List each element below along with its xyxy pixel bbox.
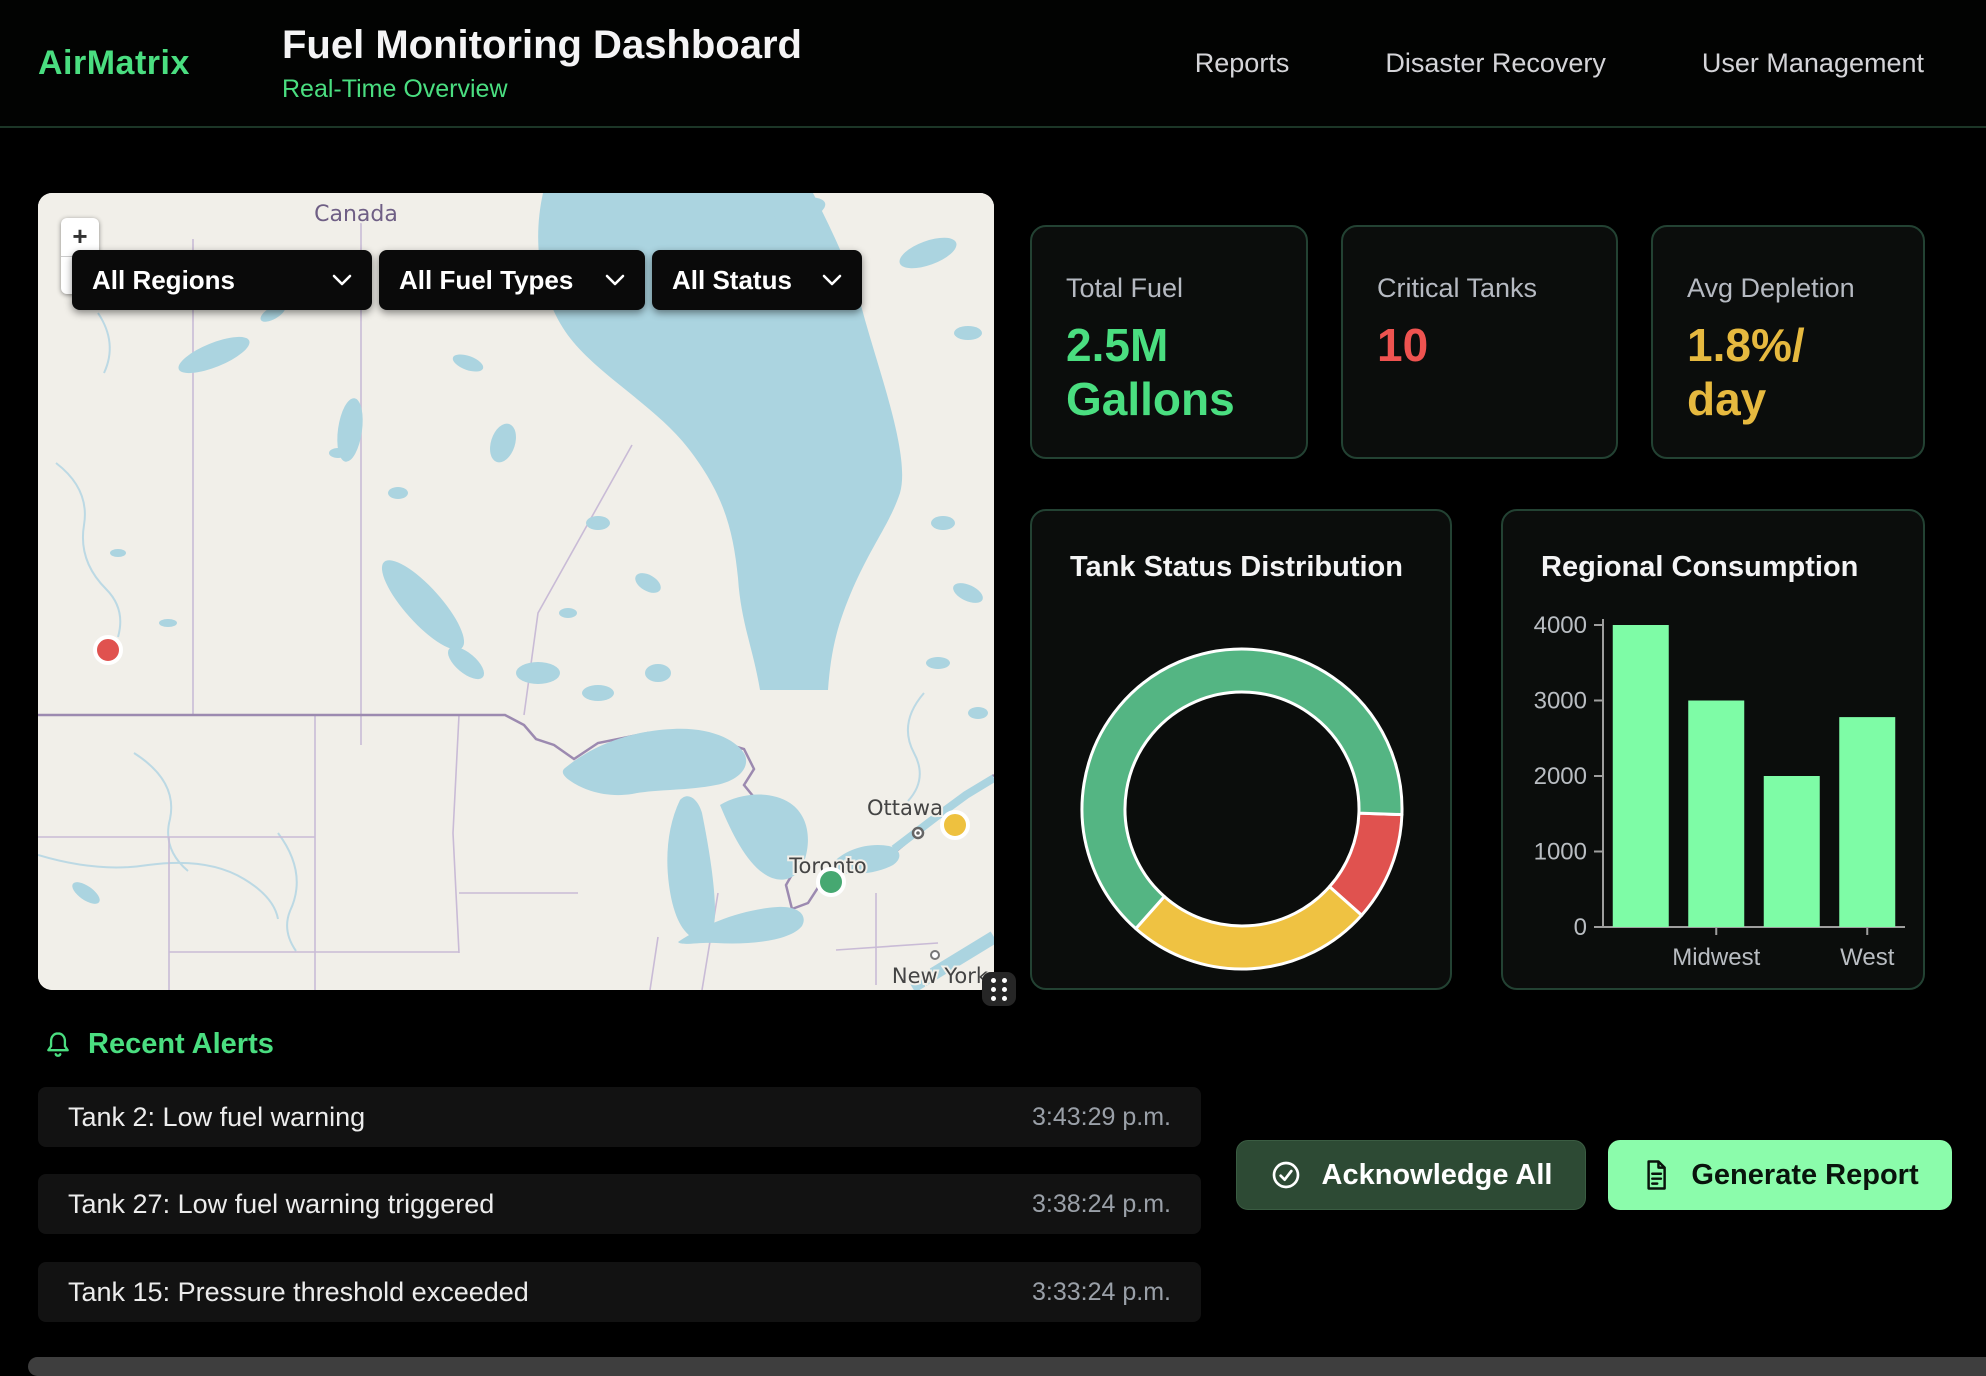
alert-row: Tank 27: Low fuel warning triggered 3:38…: [38, 1174, 1201, 1234]
map-label-newyork: New York: [892, 964, 989, 988]
page-subtitle: Real-Time Overview: [282, 75, 802, 104]
nav-item-reports[interactable]: Reports: [1195, 48, 1290, 79]
bar-1: [1688, 701, 1744, 928]
map-canvas[interactable]: Canada Ottawa Toronto New York: [38, 193, 994, 990]
bell-icon: [44, 1030, 72, 1060]
fuel-type-filter-value: All Fuel Types: [399, 265, 573, 296]
bar-2: [1764, 776, 1820, 927]
brand-logo: AirMatrix: [38, 44, 244, 83]
alert-row: Tank 15: Pressure threshold exceeded 3:3…: [38, 1262, 1201, 1322]
check-circle-icon: [1270, 1159, 1302, 1191]
alert-text: Tank 2: Low fuel warning: [68, 1102, 365, 1133]
map-filter-bar: All Regions All Fuel Types All Status: [72, 250, 862, 310]
chevron-down-icon: [332, 274, 352, 287]
stat-value: 2.5M Gallons: [1066, 318, 1281, 427]
alert-text: Tank 15: Pressure threshold exceeded: [68, 1277, 529, 1308]
tank-status-donut-chart: [1072, 639, 1412, 979]
chart-title: Regional Consumption: [1541, 551, 1858, 584]
newyork-town-dot: [931, 951, 939, 959]
fuel-type-filter-dropdown[interactable]: All Fuel Types: [379, 250, 645, 310]
stat-card-critical-tanks: Critical Tanks 10: [1341, 225, 1618, 459]
nav-item-disaster-recovery[interactable]: Disaster Recovery: [1385, 48, 1606, 79]
chevron-down-icon: [822, 274, 842, 287]
map-panel: Canada Ottawa Toronto New York + − All R…: [38, 193, 994, 990]
acknowledge-all-label: Acknowledge All: [1322, 1159, 1553, 1192]
stat-label: Critical Tanks: [1377, 273, 1616, 304]
map-marker-warning[interactable]: [942, 812, 968, 838]
y-axis-tick-label: 1000: [1534, 839, 1587, 866]
generate-report-label: Generate Report: [1691, 1159, 1918, 1192]
nav-item-user-management[interactable]: User Management: [1702, 48, 1924, 79]
chevron-down-icon: [605, 274, 625, 287]
recent-alerts-title: Recent Alerts: [88, 1028, 274, 1061]
regional-consumption-card: Regional Consumption 0 1000 2000 3000 4000 Mi…: [1501, 509, 1925, 990]
alert-time: 3:33:24 p.m.: [1032, 1278, 1171, 1307]
recent-alerts-heading: Recent Alerts: [44, 1028, 274, 1061]
y-axis-tick-label: 2000: [1534, 763, 1587, 790]
main-nav: Reports Disaster Recovery User Managemen…: [1195, 48, 1924, 79]
stat-card-total-fuel: Total Fuel 2.5M Gallons: [1030, 225, 1308, 459]
fuel-monitoring-dashboard: { "theme": { "accent": "#4ade80", "red":…: [0, 0, 1986, 1376]
title-block: Fuel Monitoring Dashboard Real-Time Over…: [282, 23, 802, 104]
alert-row: Tank 2: Low fuel warning 3:43:29 p.m.: [38, 1087, 1201, 1147]
region-filter-value: All Regions: [92, 265, 235, 296]
y-axis-tick-label: 3000: [1534, 688, 1587, 715]
alert-time: 3:38:24 p.m.: [1032, 1190, 1171, 1219]
x-axis-tick-label: West: [1840, 944, 1895, 971]
generate-report-button[interactable]: Generate Report: [1608, 1140, 1952, 1210]
map-label-ottawa: Ottawa: [867, 796, 943, 820]
header: AirMatrix Fuel Monitoring Dashboard Real…: [0, 0, 1986, 128]
map-marker-normal[interactable]: [818, 869, 844, 895]
tank-status-distribution-card: Tank Status Distribution: [1030, 509, 1452, 990]
file-text-icon: [1641, 1159, 1671, 1191]
stat-label: Total Fuel: [1066, 273, 1306, 304]
page-title: Fuel Monitoring Dashboard: [282, 23, 802, 67]
chart-title: Tank Status Distribution: [1070, 551, 1403, 584]
map-label-canada: Canada: [314, 202, 398, 227]
x-axis-tick-label: Midwest: [1672, 944, 1760, 971]
y-axis-tick-label: 0: [1574, 914, 1587, 941]
status-filter-value: All Status: [672, 265, 792, 296]
alert-time: 3:43:29 p.m.: [1032, 1103, 1171, 1132]
ottawa-town-dot-center: [916, 831, 920, 835]
stat-card-avg-depletion: Avg Depletion 1.8%/day: [1651, 225, 1925, 459]
donut-slice-warning: [1136, 887, 1362, 969]
map-drag-handle-icon[interactable]: [982, 972, 1016, 1006]
status-filter-dropdown[interactable]: All Status: [652, 250, 862, 310]
stat-value: 10: [1377, 318, 1592, 372]
region-filter-dropdown[interactable]: All Regions: [72, 250, 372, 310]
stat-value: 1.8%/day: [1687, 318, 1825, 427]
acknowledge-all-button[interactable]: Acknowledge All: [1236, 1140, 1586, 1210]
bar-0: [1613, 625, 1669, 927]
regional-consumption-bar-chart: 0 1000 2000 3000 4000 Midwest West: [1503, 607, 1927, 987]
y-axis-tick-label: 4000: [1534, 612, 1587, 639]
alert-text: Tank 27: Low fuel warning triggered: [68, 1189, 494, 1220]
stat-label: Avg Depletion: [1687, 273, 1923, 304]
horizontal-scrollbar[interactable]: [28, 1357, 1986, 1376]
bar-3: [1839, 717, 1895, 927]
map-marker-critical[interactable]: [95, 637, 121, 663]
